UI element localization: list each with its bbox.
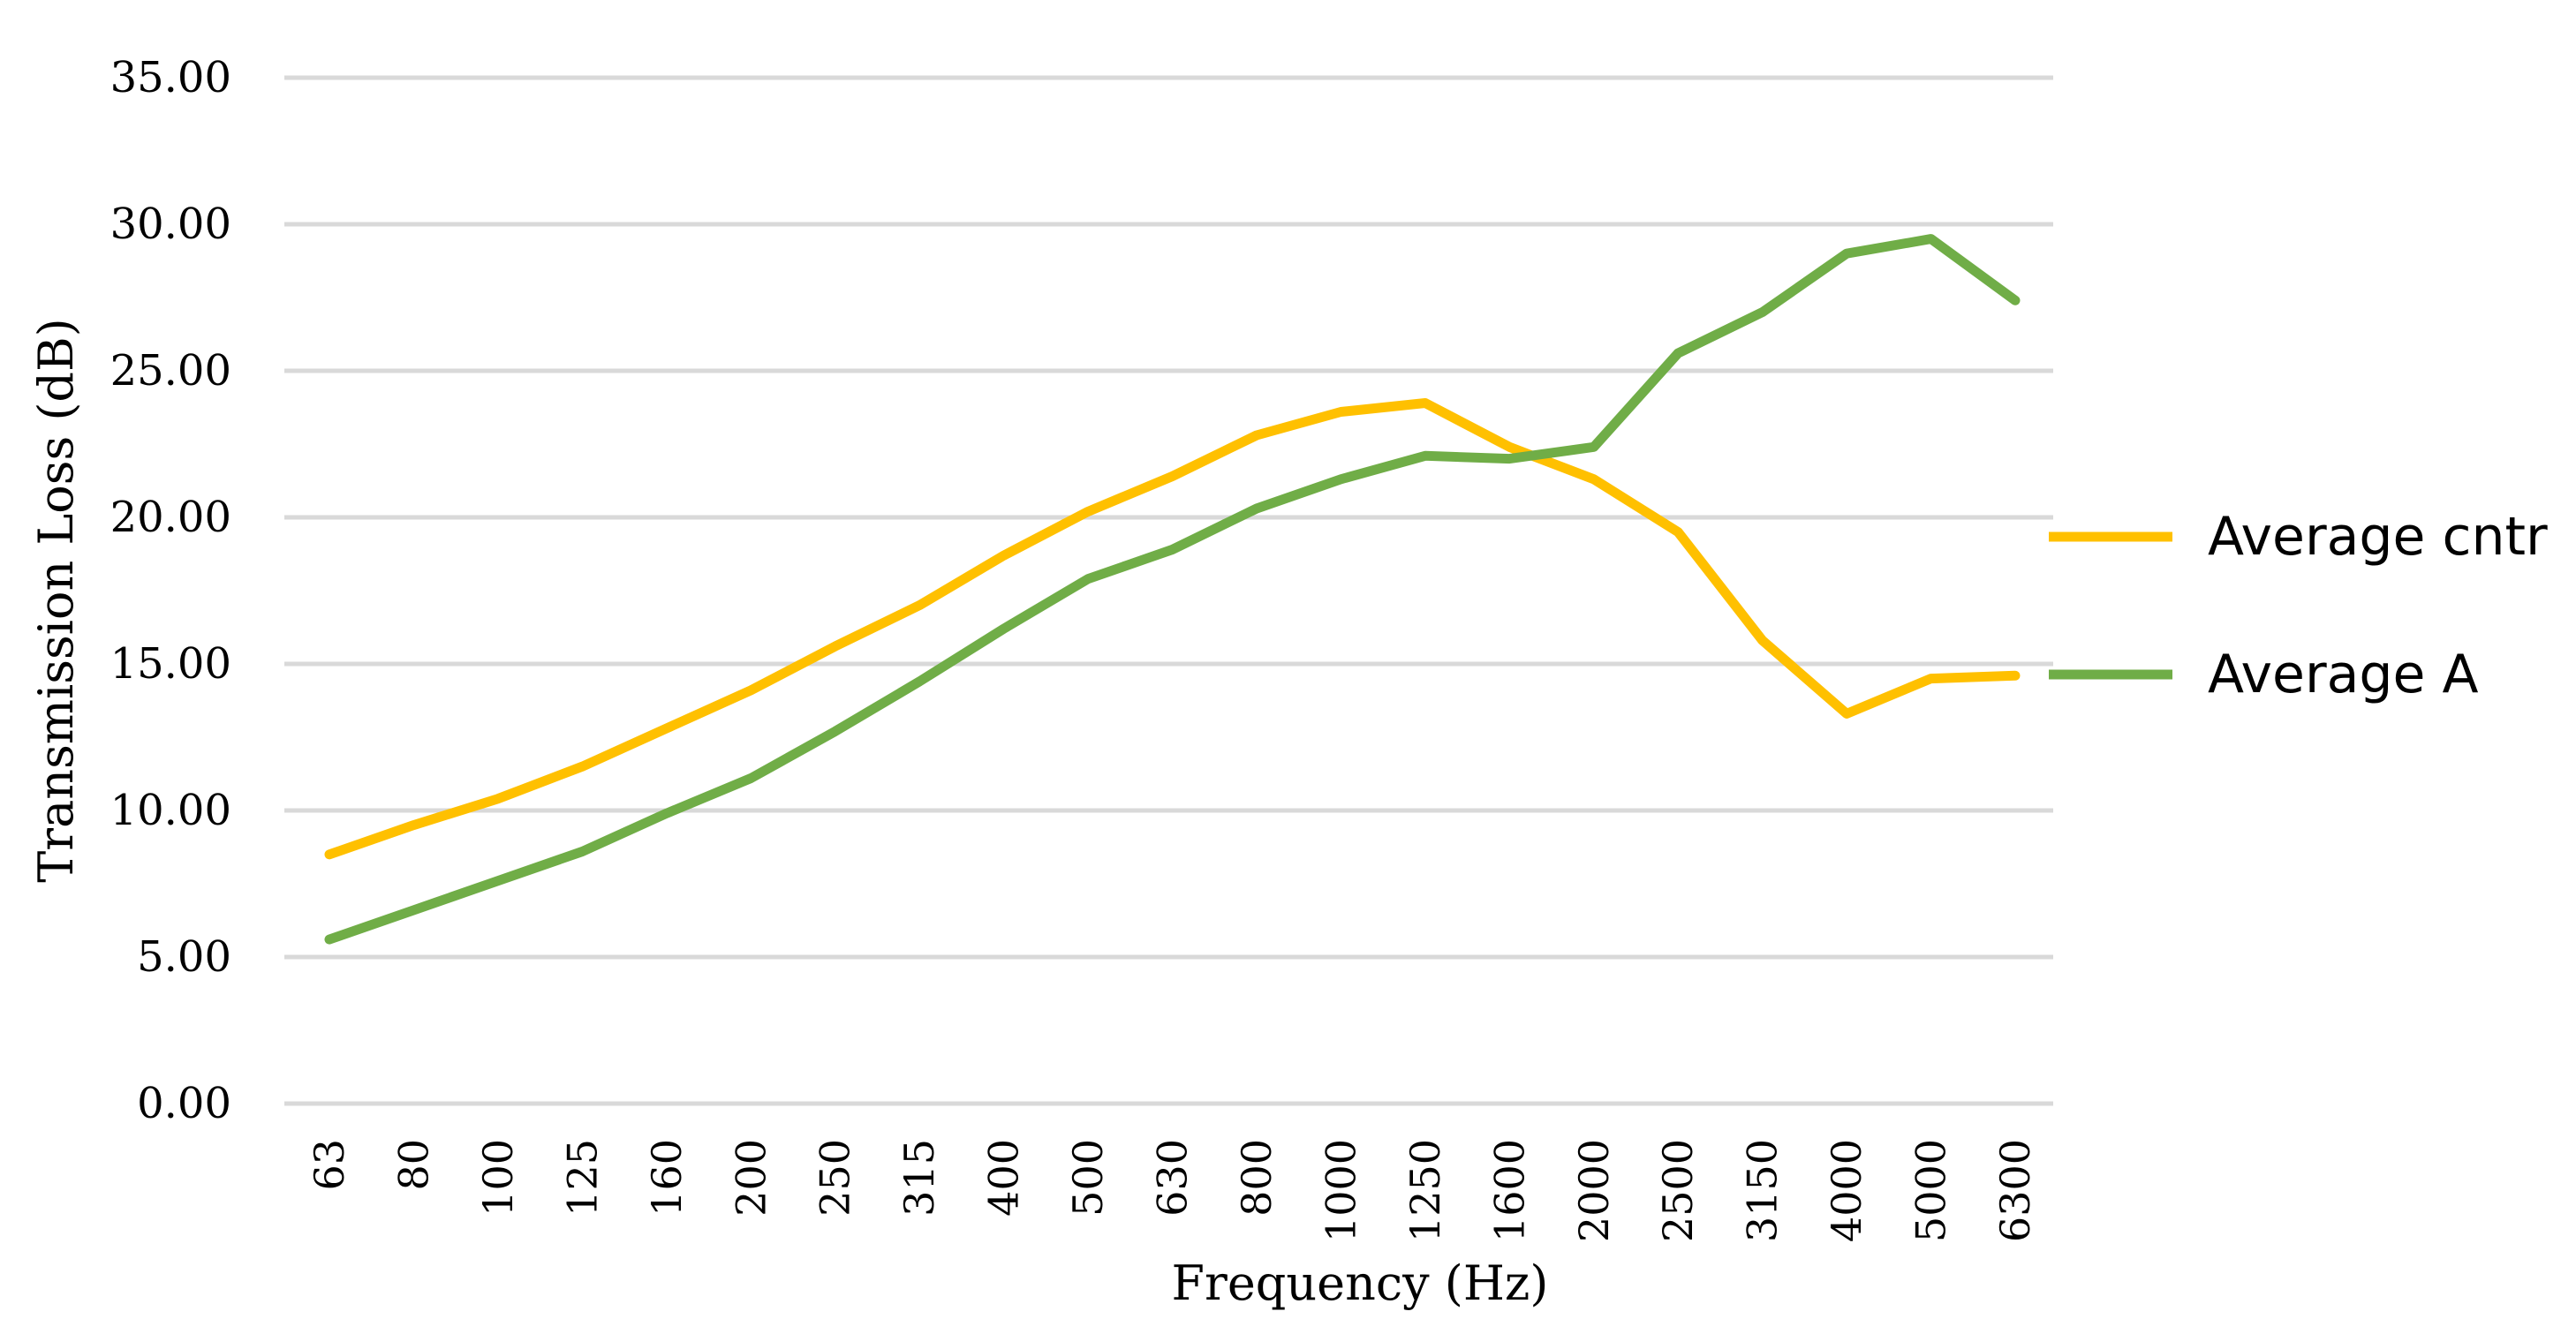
- y-tick-label: 35.00: [110, 53, 231, 102]
- y-tick-label: 20.00: [110, 493, 231, 542]
- x-tick-label: 3150: [1739, 1139, 1787, 1242]
- y-tick-label: 5.00: [137, 932, 231, 982]
- x-tick-label: 1250: [1401, 1139, 1449, 1242]
- y-tick-label: 15.00: [110, 639, 231, 689]
- legend-label: Average cntr: [2208, 506, 2548, 568]
- series-line-1: [324, 234, 2021, 945]
- legend: Average cntr Average A: [2049, 506, 2548, 705]
- x-tick-label: 125: [558, 1139, 606, 1217]
- x-tick-label: 100: [474, 1139, 522, 1217]
- x-tick-label: 800: [1233, 1139, 1280, 1217]
- x-tick-label: 4000: [1823, 1139, 1870, 1242]
- y-tick-label: 25.00: [110, 346, 231, 396]
- legend-label: Average A: [2208, 644, 2479, 705]
- grid-lines: [284, 75, 2053, 1106]
- x-axis-ticks: 63 80 100 125 160 200 250 315 400 500 630 800 1000 12…: [306, 1139, 2039, 1242]
- x-tick-label: 160: [643, 1139, 691, 1217]
- x-tick-label: 5000: [1907, 1139, 1955, 1242]
- x-tick-label: 200: [727, 1139, 774, 1217]
- x-tick-label: 315: [895, 1139, 943, 1217]
- x-tick-label: 630: [1149, 1139, 1197, 1217]
- x-tick-label: 6300: [1991, 1139, 2039, 1242]
- x-tick-label: 2000: [1570, 1139, 1618, 1242]
- data-series: [324, 234, 2021, 945]
- y-axis-title: Transmission Loss (dB): [28, 318, 84, 882]
- x-tick-label: 250: [812, 1139, 859, 1217]
- x-tick-label: 80: [389, 1139, 437, 1191]
- x-tick-label: 400: [980, 1139, 1028, 1217]
- x-tick-label: 63: [306, 1139, 353, 1191]
- x-tick-label: 500: [1064, 1139, 1112, 1217]
- x-tick-label: 1000: [1317, 1139, 1364, 1242]
- x-tick-label: 1600: [1485, 1139, 1533, 1242]
- y-axis-ticks: 0.00 5.00 10.00 15.00 20.00 25.00 30.00 35.00: [110, 53, 231, 1128]
- y-tick-label: 30.00: [110, 200, 231, 249]
- x-axis-title: Frequency (Hz): [1172, 1255, 1549, 1311]
- y-tick-label: 0.00: [137, 1079, 231, 1128]
- x-tick-label: 2500: [1654, 1139, 1702, 1242]
- series-line-0: [324, 398, 2021, 860]
- y-tick-label: 10.00: [110, 786, 231, 835]
